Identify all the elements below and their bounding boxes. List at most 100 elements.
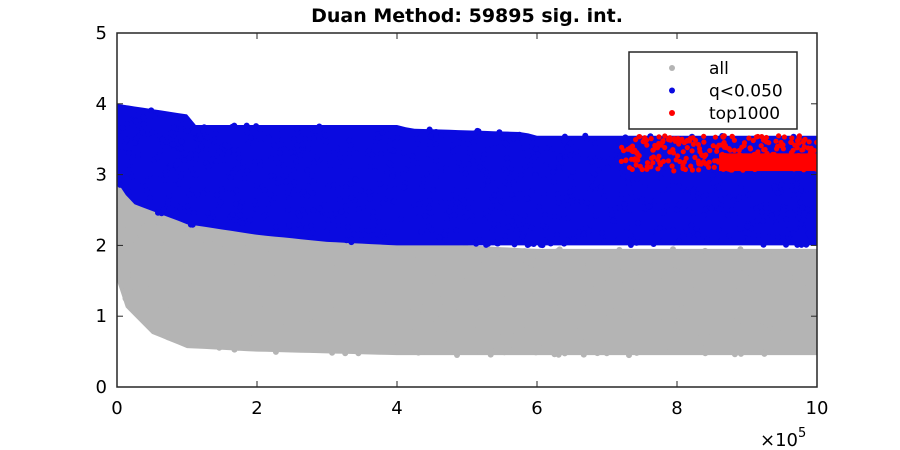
data-point-q (547, 240, 554, 247)
data-point-q (797, 220, 804, 227)
data-point-all (660, 318, 667, 325)
data-point-all (340, 345, 346, 352)
data-point-all (441, 286, 447, 293)
data-point-q (347, 142, 354, 149)
data-point-q (564, 144, 571, 151)
data-point-top1000 (813, 166, 817, 172)
data-point-top1000 (791, 166, 797, 172)
data-point-all (309, 276, 316, 282)
data-point-q (468, 200, 475, 206)
data-point-all (638, 345, 645, 352)
data-point-q (243, 168, 250, 174)
data-point-top1000 (726, 146, 732, 152)
data-point-q (780, 207, 787, 214)
data-point-q (213, 158, 220, 165)
data-point-q (473, 240, 480, 247)
data-point-q (503, 169, 510, 176)
data-point-q (267, 191, 274, 198)
data-point-q (709, 172, 716, 179)
data-point-q (186, 191, 193, 198)
data-point-all (424, 348, 431, 355)
data-point-q (139, 129, 146, 136)
data-point-all (609, 264, 616, 271)
data-point-q (123, 184, 130, 190)
data-point-top1000 (759, 134, 765, 140)
data-point-all (154, 218, 161, 225)
data-point-all (442, 347, 449, 353)
data-point-q (728, 206, 735, 213)
data-point-all (622, 326, 629, 333)
data-point-q (578, 198, 585, 205)
data-point-q (575, 155, 582, 162)
data-point-all (775, 278, 782, 285)
data-point-q (438, 199, 445, 206)
data-point-q (783, 241, 789, 248)
data-point-all (240, 279, 247, 285)
data-point-q (394, 134, 401, 141)
data-point-all (281, 339, 288, 346)
data-point-top1000 (773, 138, 779, 144)
data-point-all (604, 317, 611, 324)
data-point-all (329, 349, 336, 356)
data-point-all (568, 314, 575, 321)
data-point-q (166, 192, 173, 199)
y-tick-label: 3 (96, 165, 107, 186)
data-point-all (216, 344, 223, 351)
data-point-q (326, 148, 332, 155)
data-point-all (415, 349, 422, 356)
data-point-top1000 (710, 143, 716, 149)
data-point-q (784, 230, 791, 237)
data-point-all (669, 314, 676, 321)
data-point-q (361, 183, 367, 189)
data-point-q (298, 225, 305, 232)
data-point-q (519, 233, 526, 240)
data-point-top1000 (764, 150, 770, 156)
data-point-all (632, 341, 639, 348)
data-point-all (381, 253, 388, 260)
data-point-q (763, 201, 769, 208)
data-point-all (383, 296, 390, 303)
data-point-all (266, 245, 273, 252)
data-point-q (257, 126, 264, 133)
data-point-all (662, 348, 668, 355)
data-point-all (527, 255, 534, 262)
data-point-q (614, 147, 621, 154)
data-point-q (204, 186, 211, 193)
data-point-all (691, 302, 698, 309)
data-point-top1000 (770, 151, 776, 157)
data-point-top1000 (809, 158, 815, 164)
data-point-all (737, 246, 744, 253)
data-point-q (370, 209, 377, 216)
data-point-q (805, 230, 812, 237)
legend-marker (669, 65, 675, 71)
data-point-q (366, 188, 372, 195)
data-point-q (451, 212, 458, 219)
data-point-q (527, 162, 534, 169)
data-point-q (416, 201, 423, 208)
data-point-all (139, 218, 146, 225)
data-point-q (532, 172, 539, 179)
data-point-all (795, 302, 802, 309)
data-point-all (173, 267, 180, 273)
data-point-q (453, 227, 460, 234)
data-point-all (319, 265, 326, 272)
data-point-q (433, 157, 440, 164)
data-point-q (485, 240, 492, 247)
data-point-q (453, 194, 460, 201)
data-point-all (393, 245, 400, 252)
data-point-q (372, 168, 379, 175)
data-point-top1000 (680, 162, 686, 169)
data-point-q (628, 189, 635, 196)
data-point-top1000 (644, 160, 651, 166)
data-point-all (410, 304, 417, 311)
series-all-region (117, 110, 817, 356)
data-point-all (143, 222, 150, 229)
data-point-all (767, 253, 774, 260)
data-point-q (725, 212, 732, 219)
data-point-q (464, 140, 471, 147)
data-point-all (487, 281, 494, 288)
data-point-q (301, 211, 308, 218)
data-point-q (239, 220, 246, 227)
data-point-top1000 (681, 140, 688, 146)
data-point-all (467, 301, 474, 308)
